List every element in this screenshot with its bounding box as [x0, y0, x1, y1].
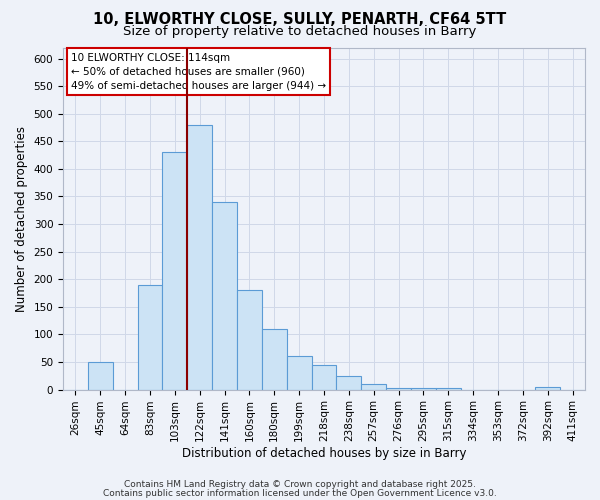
Bar — [163, 152, 187, 390]
Bar — [212, 202, 237, 390]
Bar — [535, 387, 560, 390]
Bar — [237, 290, 262, 390]
Text: 10 ELWORTHY CLOSE: 114sqm
← 50% of detached houses are smaller (960)
49% of semi: 10 ELWORTHY CLOSE: 114sqm ← 50% of detac… — [71, 52, 326, 90]
Bar — [361, 384, 386, 390]
Bar — [436, 388, 461, 390]
Bar — [262, 329, 287, 390]
Y-axis label: Number of detached properties: Number of detached properties — [15, 126, 28, 312]
Bar — [311, 365, 337, 390]
Bar — [137, 285, 163, 390]
Bar — [386, 388, 411, 390]
Bar — [337, 376, 361, 390]
Text: 10, ELWORTHY CLOSE, SULLY, PENARTH, CF64 5TT: 10, ELWORTHY CLOSE, SULLY, PENARTH, CF64… — [94, 12, 506, 28]
Bar — [187, 124, 212, 390]
Bar — [88, 362, 113, 390]
Text: Size of property relative to detached houses in Barry: Size of property relative to detached ho… — [124, 25, 476, 38]
X-axis label: Distribution of detached houses by size in Barry: Distribution of detached houses by size … — [182, 447, 466, 460]
Bar — [287, 356, 311, 390]
Bar — [411, 388, 436, 390]
Text: Contains HM Land Registry data © Crown copyright and database right 2025.: Contains HM Land Registry data © Crown c… — [124, 480, 476, 489]
Title: 10, ELWORTHY CLOSE, SULLY, PENARTH, CF64 5TT
Size of property relative to detach: 10, ELWORTHY CLOSE, SULLY, PENARTH, CF64… — [0, 499, 1, 500]
Text: Contains public sector information licensed under the Open Government Licence v3: Contains public sector information licen… — [103, 488, 497, 498]
